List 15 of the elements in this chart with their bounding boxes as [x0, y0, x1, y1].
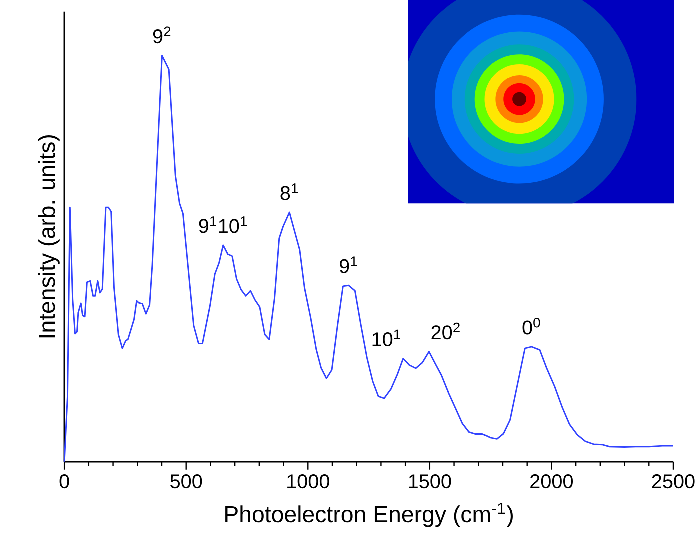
annotation: 9$^{2}$	[153, 26, 171, 44]
x-tick-label: 500	[170, 474, 202, 488]
annotation: 8$^{1}$	[280, 184, 298, 200]
annotation: 20$^{2}$	[432, 322, 460, 340]
x-tick-label: 2000	[530, 474, 574, 488]
x-tick-label: 2500	[652, 474, 695, 488]
x-tick-label: 1500	[409, 474, 452, 488]
annotation: 9$^{1}$10$^{1}$	[199, 216, 247, 234]
annotation: 0$^{0}$	[522, 318, 540, 335]
y-axis-title: Intensity (arb. units)	[38, 135, 60, 338]
x-axis-title: Photoelectron Energy (cm$^{-1}$)	[226, 502, 513, 528]
annotation: 10$^{1}$	[372, 330, 400, 346]
x-tick-label: 0	[60, 474, 70, 488]
x-tick-label: 1000	[288, 474, 330, 488]
annotation: 9$^{1}$	[340, 256, 358, 274]
